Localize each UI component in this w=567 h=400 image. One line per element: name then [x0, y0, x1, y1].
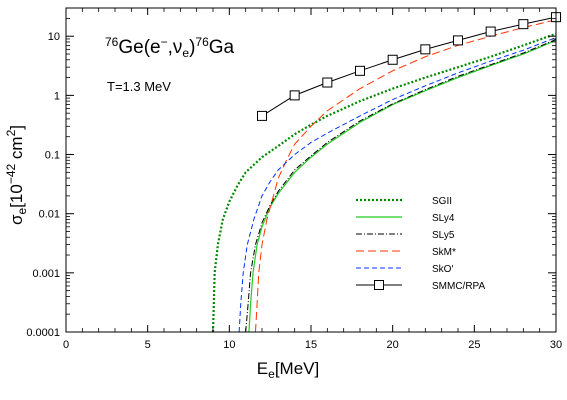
x-axis-title-main: E — [257, 359, 268, 378]
data-point-smmc-rpa — [355, 65, 365, 76]
y-axis-title-unit-pre: [10 — [7, 184, 26, 208]
axes: 0 5 10 15 20 25 30 0.0001 0.001 0.01 0.1 1 10 — [26, 7, 562, 351]
x-axis-title-sub: e — [268, 367, 275, 381]
y-tick-label: 0.1 — [45, 150, 60, 162]
y-axis-title-unit-mid: cm — [7, 136, 26, 163]
reaction-pre-superscript: 76 — [105, 35, 119, 49]
legend: SGII SLy4 SLy5 SkM* SkO' SMMC/RPA — [356, 196, 485, 292]
x-axis-title: Ee[MeV] — [257, 359, 319, 381]
y-axis-title-main: σ — [7, 214, 26, 225]
x-tick-label: 0 — [63, 339, 69, 351]
y-axis-title-unit-exp2: 2 — [4, 129, 18, 136]
x-tick-label: 5 — [145, 339, 151, 351]
y-tick-label: 1 — [54, 90, 60, 102]
series-line-sgii — [211, 32, 556, 332]
x-tick-label: 20 — [387, 339, 399, 351]
series-line-sly5 — [245, 39, 556, 332]
reaction-exp: − — [161, 35, 168, 49]
y-tick-label: 10 — [48, 31, 60, 43]
x-tick-label: 10 — [223, 339, 235, 351]
legend-label-sly5: SLy5 — [432, 230, 455, 241]
reaction-main: Ge(e — [118, 37, 160, 58]
data-point-smmc-rpa — [257, 110, 267, 121]
data-point-smmc-rpa — [518, 19, 529, 30]
y-tick-label: 0.01 — [39, 209, 60, 221]
legend-marker-smmc-rpa — [374, 280, 384, 290]
reaction-end: Ga — [209, 37, 235, 58]
x-tick-label: 30 — [550, 339, 562, 351]
reaction-close: ) — [189, 37, 195, 58]
legend-label-smmc-rpa: SMMC/RPA — [432, 281, 485, 292]
series-line-smmc-rpa — [261, 16, 556, 117]
reaction-annotation: 76Ge(e−,νe)76Ga — [105, 35, 235, 60]
y-axis-title-unit-post: ] — [7, 125, 26, 130]
reaction-pre2-superscript: 76 — [195, 35, 209, 49]
legend-label-skm: SkM* — [432, 247, 456, 258]
data-point-smmc-rpa — [420, 44, 431, 55]
data-point-smmc-rpa — [289, 90, 300, 101]
y-tick-label: 0.0001 — [26, 327, 60, 339]
series-line-sly4 — [248, 39, 556, 332]
legend-label-sgii: SGII — [432, 196, 452, 207]
data-point-smmc-rpa — [485, 26, 496, 37]
series-layer — [211, 12, 561, 332]
data-point-smmc-rpa — [322, 77, 333, 88]
reaction-sub: e — [182, 46, 189, 60]
reaction-mid: ,ν — [168, 37, 183, 58]
data-point-smmc-rpa — [453, 35, 463, 46]
data-point-smmc-rpa — [387, 54, 398, 65]
y-axis-title-sub: e — [15, 208, 29, 215]
x-tick-label: 25 — [468, 339, 480, 351]
y-axis-title: σe[10−42 cm2] — [4, 125, 29, 225]
series-line-skm — [254, 19, 556, 332]
x-axis-title-unit: [MeV] — [275, 359, 319, 378]
x-tick-label: 15 — [305, 339, 317, 351]
legend-label-sko: SkO' — [432, 264, 453, 275]
temperature-annotation: T=1.3 MeV — [107, 79, 171, 94]
y-tick-label: 0.001 — [32, 268, 60, 280]
y-axis-title-unit-exp: −42 — [4, 163, 18, 184]
legend-label-sly4: SLy4 — [432, 213, 455, 224]
series-line-sko — [238, 37, 556, 332]
